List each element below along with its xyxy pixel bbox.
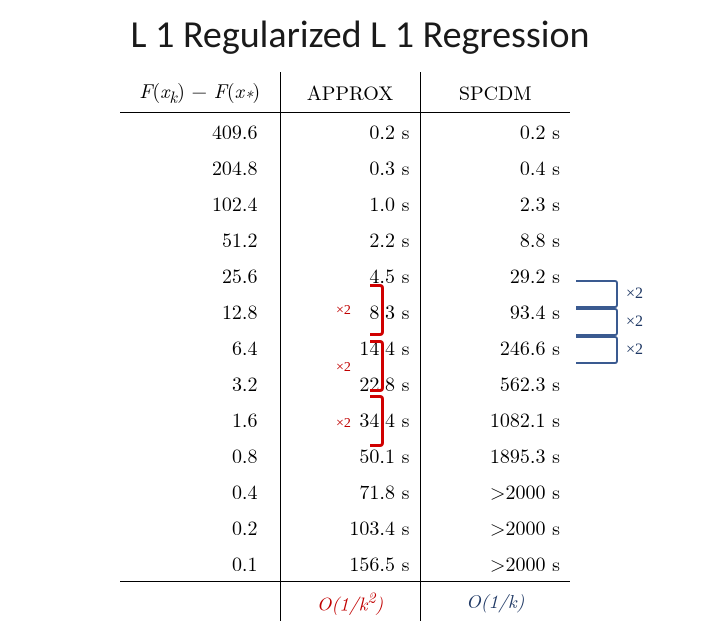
table-footer-row: O(1/k2) O(1/k): [120, 582, 570, 621]
cell-f: 0.1: [120, 545, 280, 582]
bracket-annotation: [576, 336, 618, 364]
cell-f: 12.8: [120, 293, 280, 329]
cell-f: 6.4: [120, 329, 280, 365]
cell-approx: 1.0 s: [280, 185, 420, 221]
cell-spcdm: 1082.1 s: [420, 401, 570, 437]
complexity-spcdm: O(1/k): [420, 582, 570, 621]
cell-spcdm: 0.4 s: [420, 149, 570, 185]
cell-approx: 50.1 s: [280, 437, 420, 473]
table-row: 0.850.1 s1895.3 s: [120, 437, 570, 473]
complexity-approx: O(1/k2): [280, 582, 420, 621]
table-row: 0.471.8 s>2000 s: [120, 473, 570, 509]
x2-label: ×2: [626, 341, 643, 359]
bracket-annotation: [370, 340, 384, 392]
cell-spcdm: 0.2 s: [420, 113, 570, 150]
cell-f: 25.6: [120, 257, 280, 293]
cell-f: 51.2: [120, 221, 280, 257]
cell-spcdm: 29.2 s: [420, 257, 570, 293]
page-title: L 1 Regularized L 1 Regression: [0, 12, 720, 58]
cell-f: 204.8: [120, 149, 280, 185]
table-row: 204.80.3 s0.4 s: [120, 149, 570, 185]
cell-f: 409.6: [120, 113, 280, 150]
x2-label: ×2: [336, 360, 351, 376]
cell-spcdm: 93.4 s: [420, 293, 570, 329]
table-row: 25.64.5 s29.2 s: [120, 257, 570, 293]
cell-spcdm: 2.3 s: [420, 185, 570, 221]
cell-approx: 0.3 s: [280, 149, 420, 185]
cell-f: 0.8: [120, 437, 280, 473]
x2-label: ×2: [336, 416, 351, 432]
footer-blank: [120, 582, 280, 621]
cell-approx: 2.2 s: [280, 221, 420, 257]
bracket-annotation: [370, 284, 384, 336]
cell-f: 102.4: [120, 185, 280, 221]
x2-label: ×2: [626, 285, 643, 303]
bracket-annotation: [576, 280, 618, 308]
cell-spcdm: 1895.3 s: [420, 437, 570, 473]
bracket-annotation: [576, 308, 618, 336]
cell-f: 1.6: [120, 401, 280, 437]
table-row: 0.1156.5 s>2000 s: [120, 545, 570, 582]
x2-label: ×2: [336, 303, 351, 319]
cell-spcdm: 562.3 s: [420, 365, 570, 401]
cell-approx: 4.5 s: [280, 257, 420, 293]
cell-spcdm: 246.6 s: [420, 329, 570, 365]
cell-spcdm: >2000 s: [420, 473, 570, 509]
cell-spcdm: >2000 s: [420, 545, 570, 582]
col-header-approx: APPROX: [280, 72, 420, 113]
table-row: 409.60.2 s0.2 s: [120, 113, 570, 150]
table-header-row: F(xk) − F(x*) APPROX SPCDM: [120, 72, 570, 113]
x2-label: ×2: [626, 313, 643, 331]
table-row: 51.22.2 s8.8 s: [120, 221, 570, 257]
cell-f: 0.4: [120, 473, 280, 509]
cell-spcdm: 8.8 s: [420, 221, 570, 257]
col-header-f: F(xk) − F(x*): [120, 72, 280, 113]
bracket-annotation: [370, 395, 384, 447]
cell-approx: 156.5 s: [280, 545, 420, 582]
cell-f: 3.2: [120, 365, 280, 401]
results-table: F(xk) − F(x*) APPROX SPCDM 409.60.2 s0.2…: [120, 72, 570, 621]
table-row: 102.41.0 s2.3 s: [120, 185, 570, 221]
col-header-spcdm: SPCDM: [420, 72, 570, 113]
cell-approx: 71.8 s: [280, 473, 420, 509]
cell-approx: 0.2 s: [280, 113, 420, 150]
